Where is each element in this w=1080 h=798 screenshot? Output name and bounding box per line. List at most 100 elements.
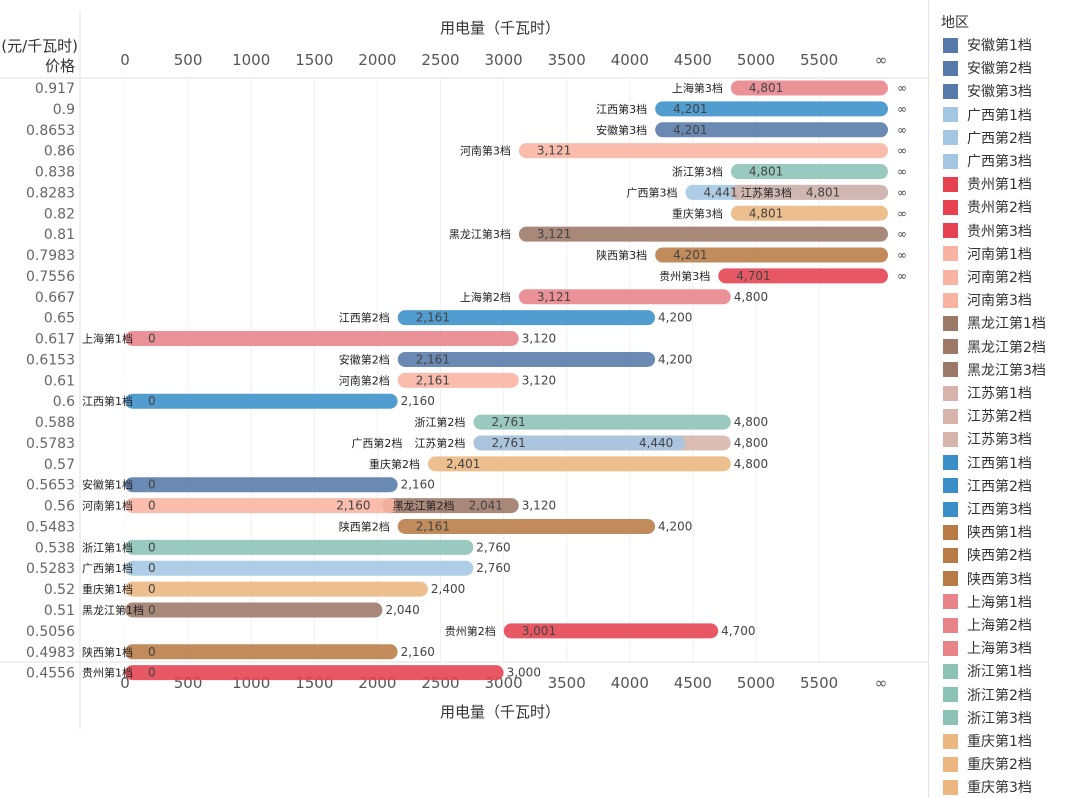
price-label: 0.838 [35,165,75,181]
bar-陕西第2档 [397,518,656,534]
price-label: 0.51 [44,603,75,619]
x-tick-label-top: 4500 [674,51,712,69]
bar-row: 0.51 黑龙江第1档 0 2,040 [44,602,420,619]
legend-label: 黑龙江第2档 [967,339,1046,356]
legend-label: 河南第2档 [967,270,1032,286]
bar-上海第1档 [125,331,519,347]
legend-swatch [943,37,958,53]
bar-上海第2档 [518,289,731,305]
legend-item[interactable]: 重庆第2档 [943,754,1032,774]
bar-start-value: 2,161 [416,352,450,366]
bar-河南第3档 [518,143,888,159]
bar-end-value: 4,700 [721,624,755,638]
price-label: 0.4983 [26,645,75,661]
price-label: 0.617 [35,332,75,348]
price-label: 0.65 [44,311,75,327]
legend-item[interactable]: 陕西第3档 [943,569,1032,589]
legend-swatch [943,83,958,99]
bar-row: 0.617 上海第1档 0 3,120 [35,331,556,348]
legend-label: 江西第2档 [967,478,1032,495]
bar-name-label: 浙江第1档 [82,540,133,554]
legend-label: 上海第3档 [967,641,1032,658]
legend-label: 陕西第2档 [967,548,1032,565]
legend-item[interactable]: 黑龙江第2档 [943,337,1046,357]
legend-item[interactable]: 重庆第1档 [943,731,1032,751]
bar-start-value: 0 [148,645,156,659]
x-tick-label-top: 500 [174,51,203,69]
legend-item[interactable]: 贵州第1档 [943,174,1032,194]
legend-swatch [943,130,958,146]
legend-item[interactable]: 陕西第1档 [943,522,1032,542]
legend-item[interactable]: 贵州第3档 [943,221,1032,241]
bar-row: 0.6153 安徽第2档 2,161 4,200 [26,351,692,368]
legend-item[interactable]: 上海第2档 [943,615,1032,635]
price-label: 0.7556 [26,269,75,285]
legend-item[interactable]: 江苏第1档 [943,383,1032,403]
bar-浙江第2档 [473,414,731,430]
bar-end-value: 4,800 [734,457,768,471]
legend-item[interactable]: 广西第3档 [943,151,1032,171]
legend-item[interactable]: 江苏第3档 [943,429,1032,449]
legend-label: 江苏第2档 [967,409,1032,426]
legend-item[interactable]: 江西第2档 [943,476,1032,496]
bar-name-label: 江西第2档 [339,311,390,325]
legend-item[interactable]: 浙江第1档 [943,661,1032,681]
bar-start-value: 0 [148,478,156,492]
legend-item[interactable]: 江西第1档 [943,453,1032,473]
bar-start-value: 4,801 [749,206,783,220]
bar-row: 0.86 河南第3档 3,121 ∞ [44,143,907,160]
legend-item[interactable]: 安徽第2档 [943,58,1032,78]
bar-重庆第1档 [125,581,428,597]
legend-item[interactable]: 河南第1档 [943,244,1032,264]
legend-swatch [943,455,958,471]
legend-item[interactable]: 安徽第3档 [943,81,1032,101]
bar-row: 0.8653 安徽第3档 4,201 ∞ [26,122,907,139]
legend-item[interactable]: 江西第3档 [943,499,1032,519]
legend-item[interactable]: 江苏第2档 [943,406,1032,426]
bar-name-label: 广西第3档 [626,185,677,199]
legend-item[interactable]: 河南第3档 [943,290,1032,310]
bar-start-value: 4,801 [749,165,783,179]
price-label: 0.52 [44,582,75,598]
bar-end-value: 3,120 [522,373,556,387]
legend-label: 广西第3档 [967,154,1032,170]
legend-swatch [943,594,958,610]
bar-江西第3档 [655,101,888,117]
bar-name-label: 重庆第1档 [82,582,133,596]
legend-item[interactable]: 贵州第2档 [943,197,1032,217]
bar-start-value: 0 [148,394,156,408]
legend-label: 重庆第1档 [967,734,1032,750]
legend-swatch [943,385,958,401]
legend-swatch [943,223,958,239]
bar-start-value: 4,441 [703,185,737,199]
legend-item[interactable]: 浙江第3档 [943,708,1032,728]
legend-label: 江西第3档 [967,502,1032,518]
bar-name-label: 安徽第3档 [596,123,647,137]
price-label: 0.57 [44,457,75,473]
legend-label: 江西第1档 [967,455,1032,472]
legend-item[interactable]: 上海第3档 [943,638,1032,658]
bar-name-label: 广西第2档 [351,436,402,450]
legend-item[interactable]: 河南第2档 [943,267,1032,287]
bar-name-label: 河南第1档 [82,499,133,513]
bar-name-label: 江苏第2档 [414,436,465,450]
legend-label: 贵州第2档 [967,200,1032,217]
legend-item[interactable]: 陕西第2档 [943,545,1032,565]
legend-label: 河南第3档 [967,293,1032,310]
legend-swatch [943,431,958,447]
legend-swatch [943,663,958,679]
legend-item[interactable]: 广西第2档 [943,128,1032,148]
bar-name-label: 河南第3档 [460,144,511,158]
legend-item[interactable]: 重庆第3档 [943,777,1032,797]
bar-end-value: 2,040 [385,603,419,617]
legend-item[interactable]: 安徽第1档 [943,35,1032,55]
bar-row: 0.52 重庆第1档 0 2,400 [44,581,465,598]
legend-item[interactable]: 浙江第2档 [943,685,1032,705]
legend-label: 安徽第3档 [967,84,1032,101]
legend-item[interactable]: 广西第1档 [943,105,1032,125]
legend-item[interactable]: 上海第1档 [943,592,1032,612]
bar-end-infinity: ∞ [897,144,907,158]
chart: 用电量（千瓦时） 用电量（千瓦时） (元/千瓦时) 价格 00500500100… [0,10,928,730]
legend-item[interactable]: 黑龙江第3档 [943,360,1046,380]
legend-item[interactable]: 黑龙江第1档 [943,313,1046,333]
